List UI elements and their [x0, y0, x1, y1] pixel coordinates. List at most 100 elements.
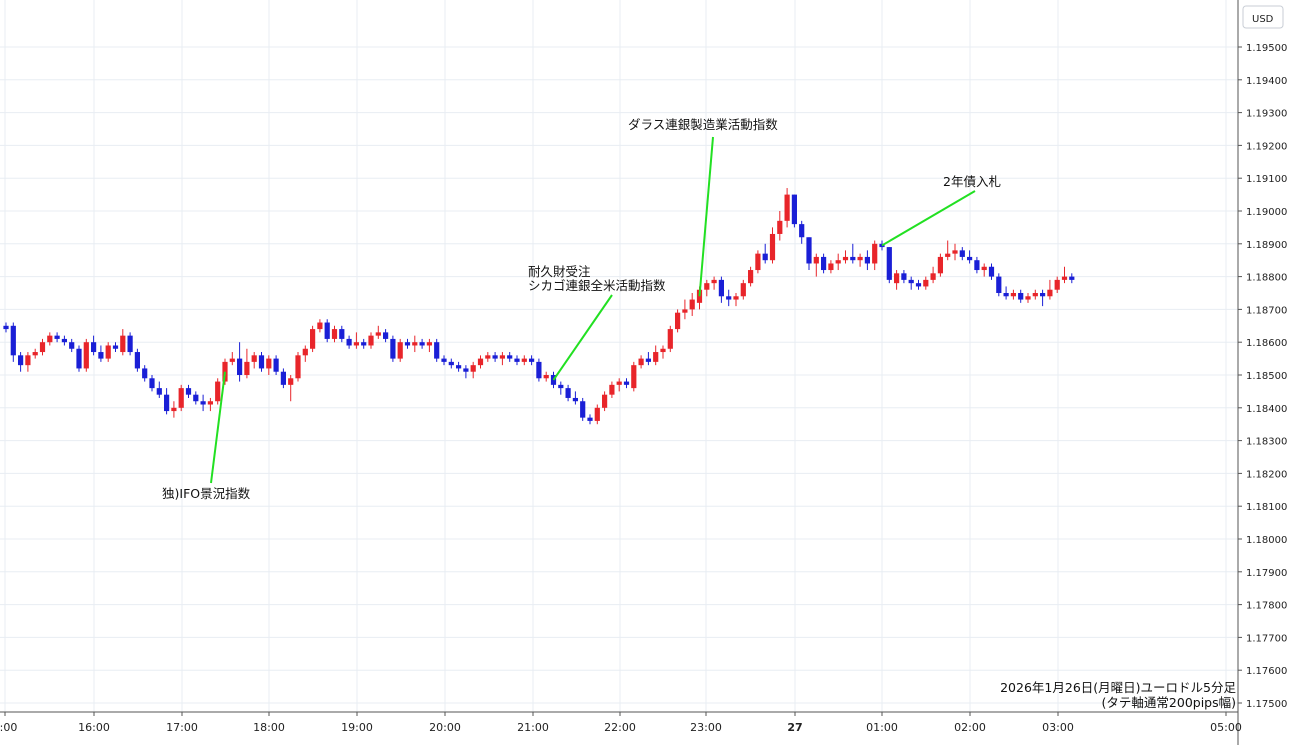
candle: [134, 348, 140, 372]
y-tick-label: 1.19000: [1246, 207, 1287, 218]
candle-body: [755, 253, 761, 271]
candle-body: [273, 358, 279, 372]
candle: [346, 335, 352, 349]
candle-body: [558, 384, 564, 389]
candle: [302, 345, 308, 362]
candle-body: [594, 407, 600, 421]
candle-body: [740, 283, 746, 297]
candle-body: [1010, 293, 1016, 297]
candle-body: [587, 417, 593, 421]
candle: [915, 279, 922, 290]
candle-body: [565, 388, 571, 398]
candle: [616, 378, 622, 392]
y-tick-label: 1.19400: [1246, 76, 1287, 87]
candle-body: [346, 338, 352, 346]
candle-body: [572, 397, 578, 402]
candle-body: [645, 358, 651, 362]
candle: [689, 293, 695, 316]
candle: [952, 243, 958, 261]
currency-box: [1242, 5, 1284, 29]
candle: [1003, 286, 1009, 300]
candle-body: [945, 253, 951, 257]
x-tick-label: 01:00: [866, 721, 898, 734]
candle-body: [711, 279, 717, 284]
candle-body: [200, 401, 206, 405]
annotation-label: 2年債入札: [943, 174, 1001, 189]
annotation-leader: [210, 371, 226, 484]
candle: [353, 332, 359, 349]
candle: [105, 342, 111, 362]
y-tick-label: 1.17800: [1246, 601, 1287, 612]
candle-body: [543, 375, 549, 379]
candle-body: [10, 325, 16, 356]
candle-body: [127, 335, 133, 353]
candle: [485, 352, 491, 362]
candle: [602, 391, 608, 412]
candle: [762, 243, 768, 264]
candle: [1069, 273, 1075, 284]
x-tick-label: 22:00: [604, 721, 636, 734]
candle: [463, 365, 469, 379]
y-tick-label: 1.18300: [1246, 437, 1287, 448]
y-tick-label: 1.19300: [1246, 109, 1287, 120]
candle-body: [777, 220, 783, 234]
candle-body: [25, 355, 31, 366]
candle-body: [91, 342, 97, 353]
candle-body: [419, 342, 425, 346]
candle: [609, 381, 615, 398]
candle-body: [492, 355, 498, 359]
candle: [499, 352, 505, 366]
candle-body: [317, 322, 323, 330]
candle: [806, 237, 812, 271]
candle-body: [441, 358, 447, 362]
candle-body: [390, 338, 396, 359]
candle-body: [718, 279, 724, 297]
candle-body: [959, 250, 965, 257]
candle: [507, 352, 513, 362]
candle-body: [404, 342, 411, 346]
candle-body: [602, 394, 608, 408]
candle: [631, 361, 637, 392]
candle: [726, 289, 732, 307]
candle: [660, 345, 666, 359]
x-tick-label: 17:00: [166, 721, 198, 734]
annotation-label: 耐久財受注: [528, 264, 591, 279]
candle-body: [894, 273, 900, 284]
candle-body: [638, 358, 644, 366]
candle-body: [120, 335, 126, 353]
candle: [237, 342, 243, 382]
candle: [142, 365, 148, 382]
candle: [850, 243, 856, 264]
candle-body: [185, 388, 192, 395]
candle-body: [237, 358, 243, 375]
candle: [886, 247, 892, 284]
candle: [930, 266, 936, 284]
candle: [572, 391, 578, 405]
candle-body: [171, 407, 177, 412]
candle: [368, 332, 374, 349]
candle-body: [134, 352, 140, 369]
candle-body: [923, 279, 929, 287]
candle: [266, 355, 272, 375]
candle-body: [368, 335, 374, 346]
candle-body: [1003, 293, 1009, 297]
candle: [470, 361, 476, 379]
candle-body: [529, 358, 535, 362]
candle: [91, 335, 97, 356]
candle-body: [463, 368, 469, 372]
candle-body: [952, 250, 958, 254]
candle-body: [784, 194, 790, 221]
candle: [682, 299, 688, 320]
candle: [704, 279, 710, 297]
candle-body: [485, 355, 491, 359]
candle: [996, 273, 1002, 297]
candle: [543, 371, 549, 382]
candle-body: [1047, 289, 1053, 297]
candle-body: [660, 348, 666, 353]
candle: [653, 345, 659, 366]
price-axis: 1.19500 1.19400 1.19300 1.19200 1.19100 1.190…: [1238, 43, 1287, 710]
y-tick-label: 1.18800: [1246, 273, 1287, 284]
candle: [1032, 289, 1038, 300]
candle: [1061, 266, 1068, 284]
